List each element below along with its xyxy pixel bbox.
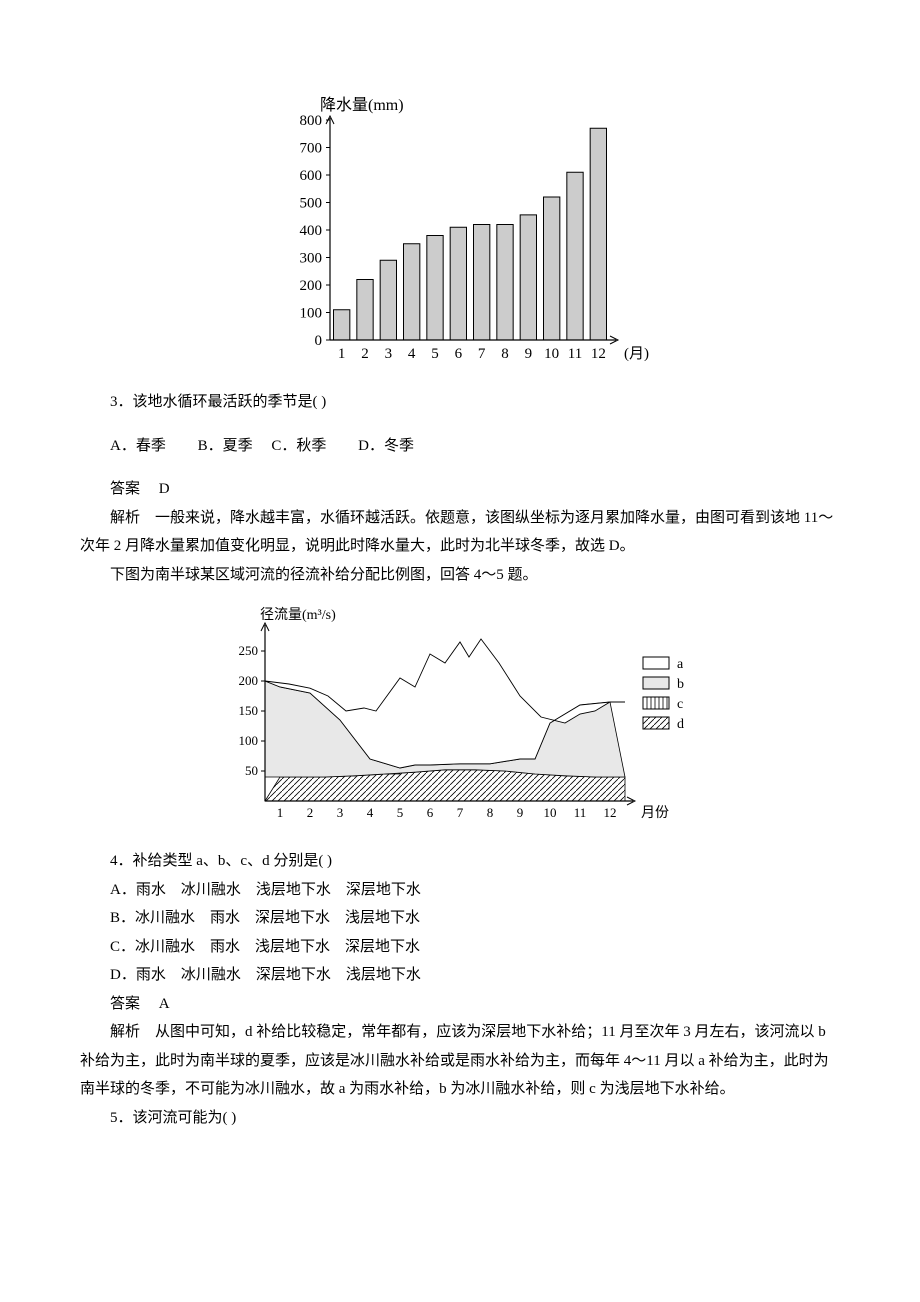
q5-stem: 5．该河流可能为( ): [80, 1104, 840, 1133]
svg-text:5: 5: [397, 805, 404, 820]
q4-optD: D．雨水 冰川融水 深层地下水 浅层地下水: [80, 961, 840, 990]
svg-text:3: 3: [337, 805, 344, 820]
svg-text:4: 4: [367, 805, 374, 820]
q4-optB: B．冰川融水 雨水 深层地下水 浅层地下水: [80, 904, 840, 933]
svg-text:9: 9: [517, 805, 524, 820]
svg-text:径流量(m³/s): 径流量(m³/s): [260, 607, 336, 623]
svg-text:b: b: [677, 677, 684, 692]
q4-optA: A．雨水 冰川融水 浅层地下水 深层地下水: [80, 876, 840, 905]
svg-text:12: 12: [604, 805, 617, 820]
svg-text:300: 300: [300, 251, 323, 267]
svg-text:8: 8: [501, 346, 509, 362]
svg-text:3: 3: [385, 346, 393, 362]
q4-stem: 4．补给类型 a、b、c、d 分别是( ): [80, 847, 840, 876]
svg-text:500: 500: [300, 196, 323, 212]
svg-text:250: 250: [239, 643, 259, 658]
svg-text:9: 9: [525, 346, 533, 362]
q4-explain-text: 从图中可知，d 补给比较稳定，常年都有，应该为深层地下水补给；11 月至次年 3…: [80, 1024, 829, 1097]
svg-text:8: 8: [487, 805, 494, 820]
svg-text:7: 7: [457, 805, 464, 820]
q3-options: A．春季 B．夏季 C．秋季 D．冬季: [80, 432, 840, 461]
svg-text:2: 2: [361, 346, 369, 362]
q3-explain-text: 一般来说，降水越丰富，水循环越活跃。依题意，该图纵坐标为逐月累加降水量，由图可看…: [80, 510, 833, 555]
q3-stem: 3．该地水循环最活跃的季节是( ): [80, 388, 840, 417]
svg-text:a: a: [677, 657, 684, 672]
q3-explain: 解析 一般来说，降水越丰富，水循环越活跃。依题意，该图纵坐标为逐月累加降水量，由…: [80, 504, 840, 561]
svg-text:50: 50: [245, 763, 258, 778]
svg-text:1: 1: [277, 805, 284, 820]
svg-text:400: 400: [300, 223, 323, 239]
svg-text:100: 100: [300, 306, 323, 322]
q3-optC: C．秋季: [271, 438, 326, 454]
q4-optC: C．冰川融水 雨水 浅层地下水 深层地下水: [80, 933, 840, 962]
svg-text:4: 4: [408, 346, 416, 362]
svg-text:1: 1: [338, 346, 346, 362]
svg-text:12: 12: [591, 346, 606, 362]
q3-optB: B．夏季: [198, 438, 253, 454]
lead2: 下图为南半球某区域河流的径流补给分配比例图，回答 4～5 题。: [80, 561, 840, 590]
svg-text:0: 0: [315, 333, 323, 349]
svg-text:200: 200: [300, 278, 323, 294]
svg-text:200: 200: [239, 673, 259, 688]
svg-text:10: 10: [544, 805, 557, 820]
svg-text:100: 100: [239, 733, 259, 748]
svg-text:2: 2: [307, 805, 314, 820]
svg-text:11: 11: [574, 805, 587, 820]
svg-text:600: 600: [300, 168, 323, 184]
svg-text:800: 800: [300, 113, 323, 129]
answer-label: 答案: [110, 481, 140, 497]
precip-bar-chart: 降水量(mm)010020030040050060070080012345678…: [80, 90, 840, 370]
svg-text:5: 5: [431, 346, 439, 362]
svg-text:月份: 月份: [641, 805, 669, 821]
svg-text:11: 11: [568, 346, 582, 362]
svg-text:c: c: [677, 697, 683, 712]
explain-label: 解析: [110, 1024, 140, 1040]
svg-text:d: d: [677, 717, 684, 732]
svg-text:降水量(mm): 降水量(mm): [320, 96, 404, 114]
svg-text:700: 700: [300, 141, 323, 157]
answer-label: 答案: [110, 996, 140, 1012]
svg-text:150: 150: [239, 703, 259, 718]
svg-text:10: 10: [544, 346, 559, 362]
q3-optD: D．冬季: [358, 438, 414, 454]
q4-answer-line: 答案 A: [80, 990, 840, 1019]
q3-optA: A．春季: [110, 438, 166, 454]
runoff-area-chart: 径流量(m³/s)50100150200250123456789101112月份…: [80, 599, 840, 829]
chart2-svg: 径流量(m³/s)50100150200250123456789101112月份…: [210, 599, 710, 829]
q4-explain: 解析 从图中可知，d 补给比较稳定，常年都有，应该为深层地下水补给；11 月至次…: [80, 1018, 840, 1104]
q3-answer: D: [159, 481, 170, 497]
svg-text:6: 6: [455, 346, 463, 362]
q4-answer: A: [159, 996, 170, 1012]
svg-text:7: 7: [478, 346, 486, 362]
q3-answer-line: 答案 D: [80, 475, 840, 504]
explain-label: 解析: [110, 510, 140, 526]
chart1-svg: 降水量(mm)010020030040050060070080012345678…: [270, 90, 650, 370]
svg-text:6: 6: [427, 805, 434, 820]
svg-text:(月): (月): [624, 346, 649, 362]
